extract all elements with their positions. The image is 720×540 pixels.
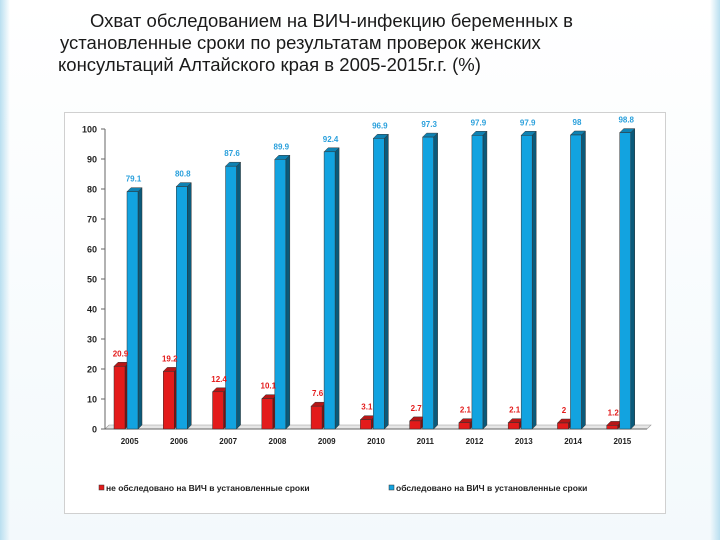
data-label-examined: 80.8 (175, 170, 191, 179)
x-tick-label: 2013 (515, 437, 533, 446)
bar-examined (225, 165, 237, 430)
data-label-examined: 89.9 (274, 142, 290, 151)
data-label-not-examined: 1.2 (608, 408, 620, 417)
slide-right-edge (710, 0, 720, 540)
data-label-examined: 87.6 (224, 149, 240, 158)
bar-examined (373, 138, 385, 430)
data-label-not-examined: 19.2 (162, 354, 178, 363)
data-label-not-examined: 12.4 (211, 375, 227, 384)
bar-examined (323, 151, 336, 430)
bar-examined-side (236, 161, 241, 430)
data-label-not-examined: 20.9 (113, 349, 129, 358)
bar-not-examined (507, 422, 520, 430)
x-tick-label: 2012 (466, 437, 484, 446)
bar-not-examined (113, 366, 126, 430)
data-label-not-examined: 2.1 (460, 406, 472, 415)
y-tick-label: 70 (87, 215, 97, 225)
data-label-examined: 97.3 (421, 120, 437, 129)
data-label-examined: 92.4 (323, 135, 339, 144)
x-tick-label: 2007 (219, 437, 237, 446)
bar-not-examined (458, 422, 471, 430)
y-tick-label: 10 (87, 395, 97, 405)
title-line-2: установленные сроки по результатам прове… (60, 32, 541, 53)
data-label-examined: 97.9 (471, 118, 487, 127)
bar-examined-side (482, 130, 488, 430)
title-line-3: консультаций Алтайского края в 2005-2015… (58, 54, 481, 75)
data-label-examined: 97.9 (520, 118, 536, 127)
y-tick-label: 80 (87, 185, 97, 195)
x-tick-label: 2014 (564, 437, 582, 446)
y-tick-label: 90 (87, 155, 97, 165)
bar-examined-side (384, 133, 389, 430)
data-label-examined: 98 (573, 118, 582, 127)
bar-not-examined (163, 371, 175, 430)
bar-examined (471, 135, 484, 430)
bar-examined-side (581, 130, 586, 430)
bar-examined-side (285, 154, 291, 430)
bar-examined (176, 186, 188, 430)
y-tick-label: 20 (87, 365, 97, 375)
y-tick-label: 50 (87, 275, 97, 285)
bar-chart: 0 10 20 30 40 50 60 70 80 90 100 20.9 79.1 2005 19.2 80… (82, 116, 652, 493)
bar-not-examined (557, 422, 569, 430)
x-tick-label: 2009 (318, 437, 336, 446)
slide-left-edge (0, 0, 10, 540)
x-tick-label: 2015 (613, 437, 631, 446)
y-tick-label: 60 (87, 245, 97, 255)
bar-examined-side (433, 132, 438, 430)
bar-examined-side (137, 187, 143, 430)
bar-not-examined (212, 391, 224, 430)
bar-examined (619, 132, 631, 430)
bar-examined (126, 191, 139, 430)
bar-examined (274, 159, 287, 430)
data-label-examined: 96.9 (372, 121, 388, 130)
x-tick-label: 2010 (367, 437, 385, 446)
bar-examined-side (334, 147, 340, 430)
data-label-not-examined: 2.1 (509, 406, 521, 415)
bar-not-examined (261, 398, 274, 430)
y-tick-label: 100 (82, 125, 97, 135)
chart-area: 0 10 20 30 40 50 60 70 80 90 100 20.9 79.1 2005 19.2 80… (64, 112, 666, 514)
bar-not-examined (360, 419, 372, 430)
bar-not-examined (409, 420, 421, 430)
x-tick-label: 2006 (170, 437, 188, 446)
bar-not-examined (606, 425, 618, 430)
y-tick-label: 0 (92, 425, 97, 435)
data-label-not-examined: 7.6 (312, 389, 324, 398)
bar-examined (422, 136, 434, 430)
data-label-not-examined: 3.1 (361, 403, 373, 412)
legend-label-not-examined: не обследовано на ВИЧ в установленные ср… (106, 483, 310, 493)
data-label-examined: 98.8 (618, 116, 634, 125)
title-line-1: Охват обследованием на ВИЧ-инфекцию бере… (90, 10, 573, 31)
bar-examined-side (187, 181, 192, 430)
legend-swatch-examined (388, 484, 395, 491)
data-label-not-examined: 2 (562, 406, 567, 415)
x-tick-label: 2011 (417, 437, 435, 446)
legend-swatch-not-examined (98, 484, 105, 491)
x-tick-label: 2005 (121, 437, 139, 446)
bar-not-examined (310, 405, 323, 430)
x-tick-label: 2008 (269, 437, 287, 446)
bar-examined-side (630, 127, 635, 430)
data-label-not-examined: 2.7 (411, 404, 423, 413)
legend-label-examined: обследовано на ВИЧ в установленные сроки (396, 483, 587, 493)
slide-title: Охват обследованием на ВИЧ-инфекцию бере… (58, 10, 668, 76)
y-tick-label: 40 (87, 305, 97, 315)
data-label-examined: 79.1 (126, 175, 142, 184)
bar-examined-side (531, 130, 537, 430)
bar-examined (570, 134, 582, 430)
data-label-not-examined: 10.1 (261, 382, 277, 391)
bar-examined (520, 135, 533, 430)
y-tick-label: 30 (87, 335, 97, 345)
